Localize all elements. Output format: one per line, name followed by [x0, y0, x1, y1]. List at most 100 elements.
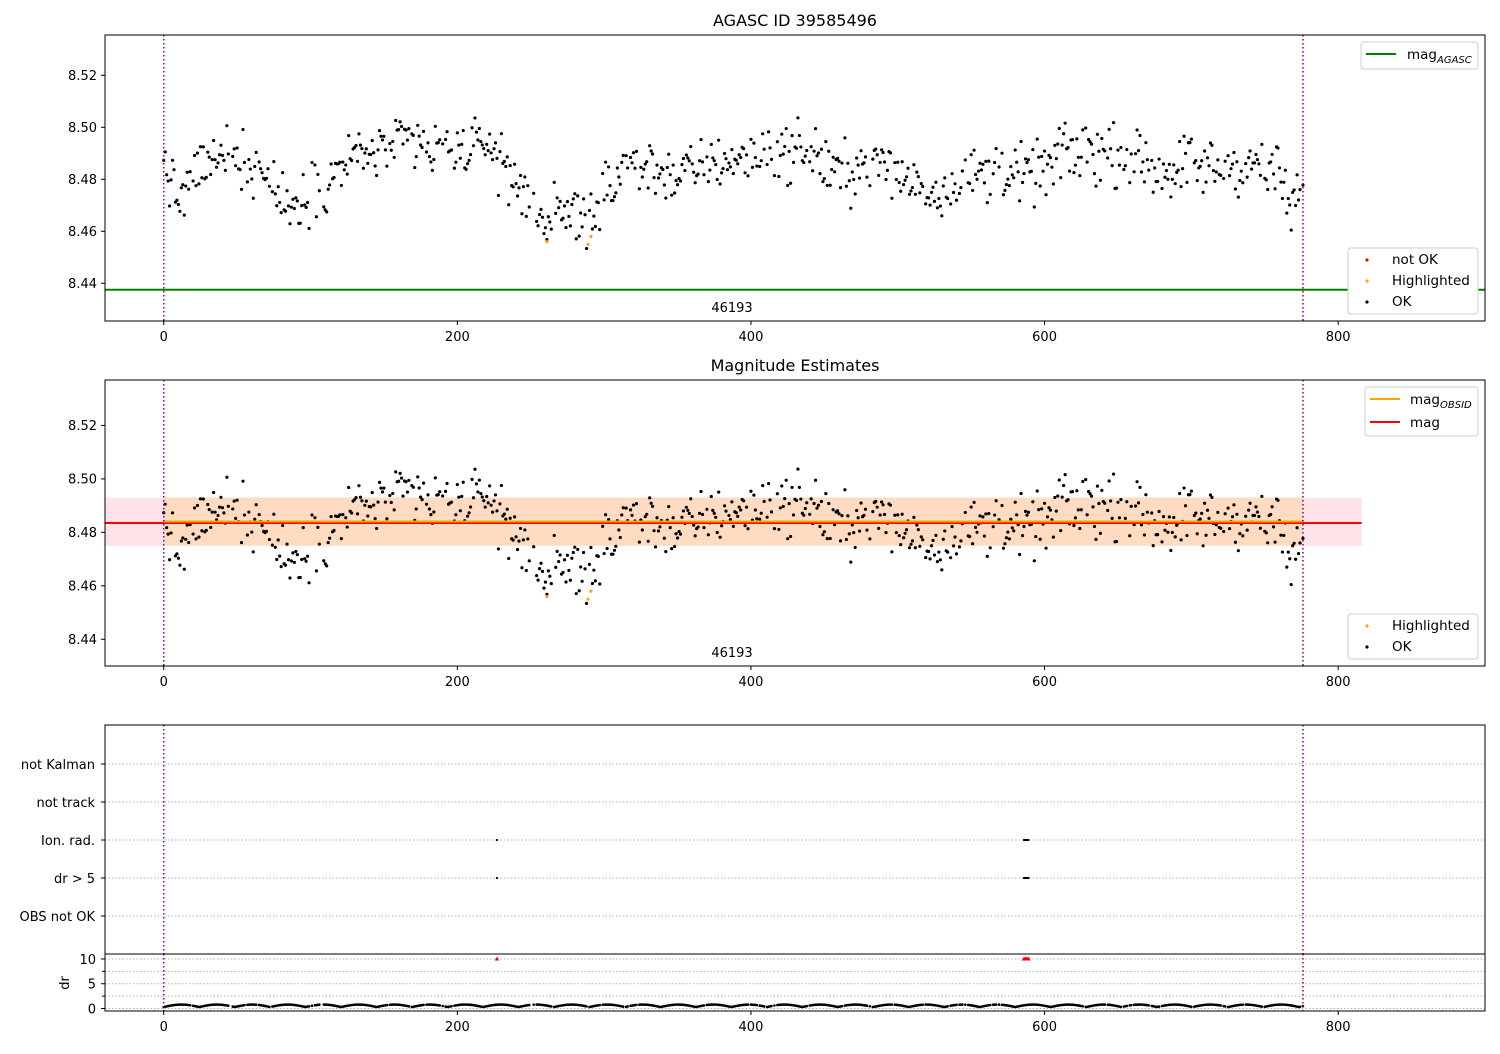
ok-point	[291, 197, 295, 201]
ok-point	[1111, 472, 1116, 476]
legend-highlighted: Highlighted	[1392, 273, 1470, 289]
ok-point	[837, 512, 841, 516]
ok-point	[862, 161, 866, 165]
ok-point	[1276, 498, 1280, 502]
ok-point	[830, 167, 834, 172]
ok-point	[737, 505, 741, 509]
ok-point	[1188, 493, 1192, 497]
ok-point	[689, 145, 693, 149]
ok-point	[464, 167, 468, 171]
ok-point	[678, 532, 683, 536]
ok-point	[744, 505, 749, 509]
dr-point	[549, 1005, 553, 1008]
ok-point	[1214, 523, 1218, 527]
ok-point	[1145, 510, 1149, 514]
ok-point	[283, 209, 288, 213]
ok-point	[1270, 152, 1274, 157]
ok-point	[360, 499, 364, 503]
ok-point	[1219, 526, 1223, 530]
ok-point	[1232, 503, 1236, 507]
ok-point	[558, 553, 562, 557]
ok-point	[918, 544, 922, 548]
ok-point	[618, 535, 622, 540]
ok-point	[179, 539, 183, 543]
p1-xtick-label: 0	[160, 330, 168, 345]
ok-point	[715, 530, 719, 535]
ok-point	[1245, 528, 1249, 532]
p4-xtick-label: 800	[1326, 1020, 1351, 1035]
ok-point	[875, 505, 879, 509]
ok-point	[1106, 156, 1110, 160]
ok-point	[1258, 173, 1262, 177]
ok-point	[317, 542, 321, 546]
ok-point	[1110, 164, 1114, 168]
ok-point	[1150, 511, 1154, 515]
ok-point	[909, 189, 913, 193]
p1-ytick-label: 8.50	[68, 121, 97, 136]
ok-point	[185, 170, 189, 174]
ok-point	[1081, 479, 1085, 484]
ok-point	[736, 162, 740, 166]
p2-xtick-label: 400	[739, 675, 764, 690]
ok-point	[432, 157, 436, 162]
ok-point	[204, 175, 208, 179]
ok-point	[929, 190, 934, 194]
ok-point	[772, 527, 777, 531]
dr-point	[441, 1004, 444, 1008]
ok-point	[1160, 186, 1164, 191]
ok-point	[1241, 534, 1245, 538]
ok-point	[567, 568, 571, 573]
ok-point	[1192, 513, 1196, 518]
ok-point	[1110, 516, 1114, 520]
ok-point	[1232, 150, 1236, 155]
dr-point	[635, 1003, 638, 1007]
flag-row-label: not track	[36, 796, 95, 811]
ok-point	[1042, 149, 1047, 153]
ok-point	[471, 496, 476, 500]
ok-point	[436, 493, 440, 497]
ok-point	[1037, 508, 1041, 512]
ok-point	[646, 186, 650, 190]
ok-point	[979, 168, 984, 172]
ok-point	[376, 500, 380, 504]
ok-point	[831, 155, 835, 159]
ok-point	[1235, 512, 1239, 516]
ok-point	[419, 495, 423, 499]
ok-point	[1087, 489, 1091, 494]
ok-point	[611, 552, 615, 556]
ok-point	[170, 158, 175, 162]
ok-point	[791, 160, 796, 164]
ok-point	[483, 505, 487, 509]
ok-point	[1081, 128, 1085, 132]
ok-point	[482, 146, 486, 151]
ok-point	[621, 506, 625, 510]
legend-mag-agasc: magAGASC	[1407, 47, 1472, 66]
ok-point	[606, 165, 611, 169]
ok-point	[1202, 501, 1207, 505]
dr-point	[1081, 1004, 1085, 1008]
magnitude-plot-frame	[104, 379, 1486, 667]
ok-point	[1078, 173, 1082, 178]
p4-xtick-label: 600	[1032, 1020, 1057, 1035]
ok-point	[994, 499, 998, 503]
ok-point	[981, 515, 985, 519]
ok-point	[581, 197, 586, 201]
ok-point	[1003, 542, 1007, 546]
ok-point	[182, 567, 186, 571]
ok-point	[972, 500, 976, 505]
ok-point	[808, 512, 812, 516]
ok-point	[969, 505, 973, 509]
ok-point	[172, 168, 176, 172]
ok-point	[374, 526, 379, 531]
ok-point	[828, 536, 832, 541]
ok-point	[786, 537, 790, 541]
ok-point	[875, 153, 879, 157]
ok-point	[656, 529, 661, 533]
ok-point	[1178, 491, 1182, 496]
ok-point	[928, 557, 932, 561]
ok-point	[805, 501, 809, 505]
ok-point	[1097, 149, 1101, 153]
ok-point	[1222, 176, 1226, 181]
ok-point	[1202, 149, 1207, 153]
